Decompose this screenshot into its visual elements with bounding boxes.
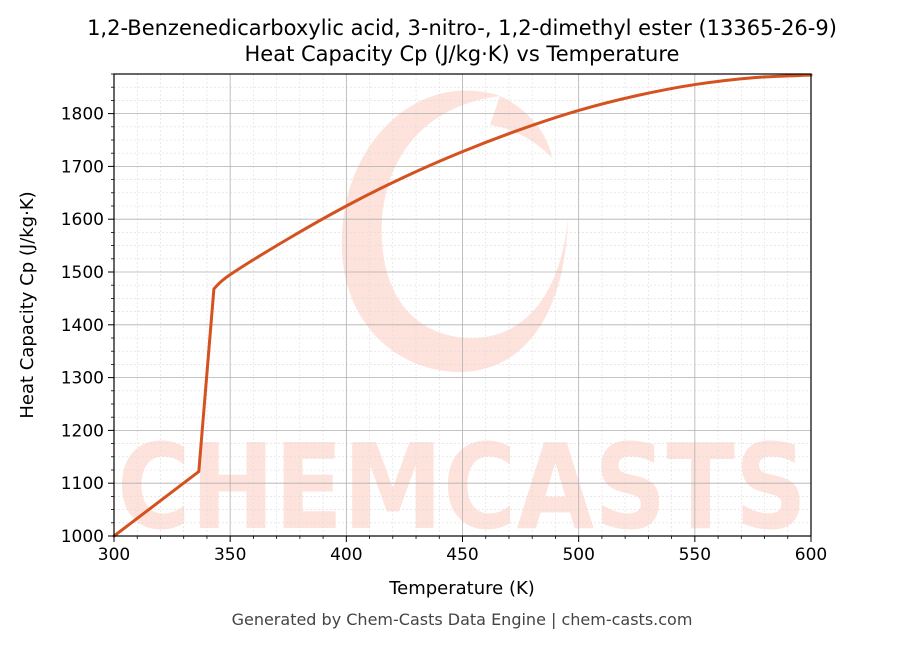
footer-credit: Generated by Chem-Casts Data Engine | ch… (232, 610, 693, 629)
x-tick-label: 450 (446, 545, 478, 565)
y-tick-label: 1300 (61, 369, 104, 389)
x-tick-label: 350 (214, 545, 246, 565)
x-tick-label: 300 (98, 545, 130, 565)
watermark-logo (342, 91, 568, 372)
x-tick-label: 500 (562, 545, 594, 565)
x-tick-label: 400 (330, 545, 362, 565)
chart-subtitle: Heat Capacity Cp (J/kg·K) vs Temperature (245, 42, 680, 66)
chart-title: 1,2-Benzenedicarboxylic acid, 3-nitro-, … (87, 16, 837, 40)
y-tick-label: 1600 (61, 210, 104, 230)
y-tick-label: 1100 (61, 474, 104, 494)
y-tick-label: 1500 (61, 263, 104, 283)
y-axis-label: Heat Capacity Cp (J/kg·K) (17, 191, 38, 418)
y-tick-label: 1000 (61, 527, 104, 547)
x-tick-label: 550 (679, 545, 711, 565)
y-tick-label: 1800 (61, 105, 104, 125)
watermark-text: CHEMCASTS (117, 418, 807, 556)
y-tick-label: 1700 (61, 157, 104, 177)
x-tick-label: 600 (795, 545, 827, 565)
x-axis-label: Temperature (K) (388, 578, 535, 599)
y-tick-label: 1400 (61, 316, 104, 336)
y-tick-label: 1200 (61, 421, 104, 441)
